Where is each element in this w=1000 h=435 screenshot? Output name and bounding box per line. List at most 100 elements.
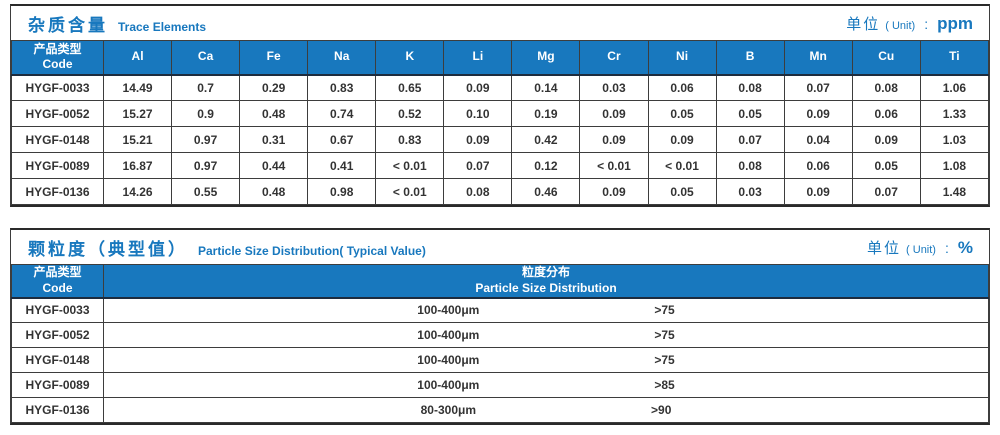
trace-value-cell: 0.74 [307,100,377,127]
trace-value-cell: 0.06 [783,152,853,179]
particle-dist-cell: 100-400μm >75 [103,347,989,373]
particle-title: 颗粒度（典型值） Particle Size Distribution( Typ… [28,235,426,260]
product-code: HYGF-0052 [11,322,104,348]
trace-value-cell: 14.49 [102,74,173,101]
particle-code-header-en: Code [42,280,73,295]
trace-value-cell: 0.83 [307,74,377,101]
trace-col-header: Ti [919,40,990,76]
product-code: HYGF-0033 [11,74,104,101]
particle-dist-values: 100-400μm >75 [104,328,988,342]
trace-value-cell: 0.19 [511,100,581,127]
product-code: HYGF-0089 [11,372,104,398]
trace-table-row: HYGF-0148 15.21 0.97 0.31 0.67 0.83 0.09… [11,126,990,153]
trace-unit-value: ppm [937,13,973,33]
particle-size-range: 100-400μm [417,378,480,392]
trace-elements-section: 杂质含量 Trace Elements 单位 ( Unit) : ppm 产品类… [10,4,990,207]
particle-dist-values: 80-300μm >90 [104,403,988,417]
particle-table-row: HYGF-0136 80-300μm >90 [11,397,989,423]
trace-value-cell: 0.08 [443,178,513,205]
trace-value-cell: 0.09 [579,178,649,205]
particle-size-range: 80-300μm [420,403,477,417]
particle-header-row: 产品类型 Code 粒度分布 Particle Size Distributio… [11,264,989,299]
trace-value-cell: 1.08 [919,152,990,179]
product-code: HYGF-0148 [11,126,104,153]
particle-code-header: 产品类型 Code [11,264,104,299]
product-code: HYGF-0052 [11,100,104,127]
particle-unit-colon: : [944,239,949,256]
trace-value-cell: < 0.01 [579,152,649,179]
particle-percent: >90 [651,403,672,417]
trace-value-cell: 0.07 [783,74,853,101]
trace-value-cell: 1.48 [919,178,990,205]
trace-elements-table: 产品类型 Code Al Ca Fe Na K Li Mg Cr Ni B Mn… [11,40,990,205]
trace-value-cell: 0.09 [851,126,921,153]
particle-dist-cell: 80-300μm >90 [103,397,989,423]
trace-value-cell: 0.55 [171,178,241,205]
trace-value-cell: 0.05 [647,100,717,127]
trace-value-cell: 0.98 [307,178,377,205]
trace-value-cell: 0.05 [715,100,785,127]
particle-dist-header-en: Particle Size Distribution [475,280,617,295]
trace-value-cell: 0.09 [783,100,853,127]
trace-col-header: Mg [511,40,581,76]
particle-table-row: HYGF-0033 100-400μm >75 [11,297,989,323]
trace-value-cell: 0.97 [171,152,241,179]
trace-value-cell: 0.14 [511,74,581,101]
trace-value-cell: 0.07 [443,152,513,179]
particle-size-range: 100-400μm [417,328,480,342]
trace-col-header: Cu [851,40,921,76]
trace-col-header: Ca [171,40,241,76]
trace-code-header: 产品类型 Code [11,40,104,76]
trace-value-cell: 0.05 [647,178,717,205]
trace-unit: 单位 ( Unit) : ppm [846,13,973,34]
trace-title-en: Trace Elements [118,19,207,34]
product-code: HYGF-0136 [11,397,104,423]
trace-value-cell: 0.48 [239,100,309,127]
trace-value-cell: 0.09 [647,126,717,153]
trace-value-cell: < 0.01 [647,152,717,179]
trace-code-header-zh: 产品类型 [33,41,82,56]
particle-table-row: HYGF-0052 100-400μm >75 [11,322,989,348]
trace-value-cell: 1.06 [919,74,990,101]
trace-value-cell: 0.46 [511,178,581,205]
particle-unit: 单位 ( Unit) : % [867,237,973,258]
trace-code-header-en: Code [42,57,73,72]
trace-value-cell: 0.12 [511,152,581,179]
trace-value-cell: 0.07 [851,178,921,205]
product-code: HYGF-0148 [11,347,104,373]
trace-value-cell: 16.87 [102,152,173,179]
trace-col-header: Fe [239,40,309,76]
trace-value-cell: 0.31 [239,126,309,153]
particle-code-header-zh: 产品类型 [33,265,82,280]
trace-table-row: HYGF-0136 14.26 0.55 0.48 0.98 < 0.01 0.… [11,178,990,205]
trace-col-header: Li [443,40,513,76]
particle-percent: >75 [654,328,675,342]
product-code: HYGF-0089 [11,152,104,179]
trace-value-cell: 14.26 [102,178,173,205]
trace-value-cell: 0.65 [375,74,445,101]
trace-value-cell: 0.48 [239,178,309,205]
particle-table-row: HYGF-0089 100-400μm >85 [11,372,989,398]
trace-value-cell: 0.52 [375,100,445,127]
trace-value-cell: 0.44 [239,152,309,179]
trace-value-cell: 15.21 [102,126,173,153]
particle-dist-cell: 100-400μm >85 [103,372,989,398]
trace-value-cell: 1.33 [919,100,990,127]
trace-value-cell: < 0.01 [375,178,445,205]
particle-unit-label-zh: 单位 [867,239,902,257]
product-code: HYGF-0136 [11,178,104,205]
particle-dist-values: 100-400μm >75 [104,353,988,367]
trace-value-cell: 0.09 [443,74,513,101]
trace-title: 杂质含量 Trace Elements [28,11,206,36]
trace-value-cell: 0.08 [715,152,785,179]
trace-value-cell: 0.03 [579,74,649,101]
trace-value-cell: 0.06 [647,74,717,101]
trace-value-cell: 1.03 [919,126,990,153]
trace-col-header: Cr [579,40,649,76]
particle-unit-label-en: ( Unit) [906,243,936,256]
trace-value-cell: 0.41 [307,152,377,179]
trace-value-cell: 0.10 [443,100,513,127]
product-code: HYGF-0033 [11,297,104,323]
particle-percent: >85 [654,378,675,392]
particle-title-en: Particle Size Distribution( Typical Valu… [198,243,426,258]
